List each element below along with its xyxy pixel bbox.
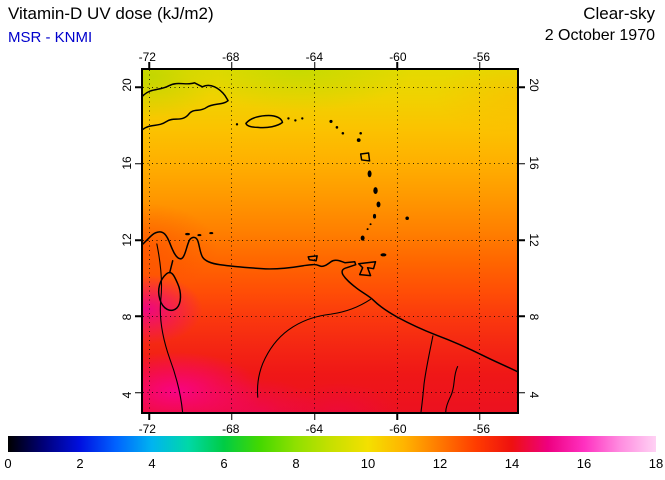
x-tick-label: -64 (305, 50, 323, 64)
colorbar-tick-label: 0 (4, 456, 12, 471)
gridline-vertical (479, 70, 481, 412)
x-axis-labels-bottom: -72 -68 -64 -60 -56 (138, 422, 519, 436)
figure-title: Vitamin-D UV dose (kJ/m2) (8, 4, 214, 23)
x-tick-label: -68 (222, 50, 240, 64)
x-tick-label: -68 (222, 422, 240, 436)
tick-mark-right (519, 239, 525, 241)
y-tick-label: 12 (527, 233, 541, 247)
y-tick-label: 16 (527, 156, 541, 170)
x-tick-label: -72 (138, 422, 156, 436)
x-tick-label: -56 (472, 50, 491, 64)
tick-mark-top (396, 62, 398, 68)
gridline-horizontal (143, 163, 517, 165)
colorbar-tick-label: 14 (504, 456, 520, 471)
tick-mark-right (519, 315, 525, 318)
tick-mark-bottom (479, 414, 481, 420)
date-label: 2 October 1970 (544, 27, 655, 44)
tick-mark-bottom (148, 414, 150, 420)
coastline-puerto-rico (245, 114, 284, 129)
y-tick-label: 12 (120, 233, 134, 247)
colorbar-tick-label: 8 (292, 456, 300, 471)
tick-mark-left (135, 162, 141, 165)
coastline-guadeloupe (359, 152, 371, 162)
gridline-horizontal (143, 315, 517, 317)
tick-mark-top (231, 62, 233, 68)
colorbar-tick-label: 6 (220, 456, 228, 471)
colorbar-tick-label: 12 (432, 456, 448, 471)
colorbar-tick-label: 2 (76, 456, 84, 471)
colombia-venezuela-border (156, 243, 184, 412)
guyana-river (445, 365, 459, 412)
colorbar-tick-label: 18 (648, 456, 664, 471)
tick-mark-right (519, 86, 525, 88)
maracaibo-channel (168, 260, 174, 274)
tick-mark-bottom (396, 414, 398, 420)
uv-dose-heatmap (143, 70, 517, 412)
tick-mark-left (135, 239, 141, 241)
gridline-vertical (396, 70, 398, 412)
tick-mark-left (135, 315, 141, 318)
x-tick-label: -56 (472, 422, 491, 436)
colorbar-tick-label: 4 (148, 456, 156, 471)
grid-layer (135, 62, 525, 420)
tick-mark-left (135, 392, 141, 394)
tick-mark-right (519, 162, 525, 165)
gridline-horizontal (143, 392, 517, 394)
source-label: MSR - KNMI (8, 29, 93, 46)
y-tick-label: 4 (527, 391, 541, 398)
colorbar-gradient (8, 436, 656, 452)
x-tick-label: -60 (389, 422, 407, 436)
tick-mark-bottom (313, 414, 316, 420)
coastline-hispaniola (143, 82, 229, 131)
y-tick-label: 20 (527, 78, 541, 93)
y-axis-labels-right: 20 16 12 8 4 (527, 68, 541, 414)
y-tick-label: 20 (120, 78, 134, 93)
small-islands (185, 117, 409, 257)
map-plot (135, 62, 525, 420)
orinoco-river (256, 298, 372, 398)
tick-mark-bottom (231, 414, 233, 420)
tick-mark-top (479, 62, 481, 68)
colorbar: 0 2 4 6 8 10 12 14 16 18 (4, 436, 663, 476)
x-tick-label: -72 (138, 50, 156, 64)
gridline-vertical (314, 70, 315, 412)
y-tick-label: 16 (120, 156, 134, 170)
tick-mark-right (519, 392, 525, 394)
gridline-horizontal (143, 239, 517, 241)
y-tick-label: 8 (120, 314, 134, 321)
tick-mark-top (313, 62, 316, 68)
condition-label: Clear-sky (583, 4, 655, 23)
x-axis-labels-top: -72 -68 -64 -60 -56 (138, 50, 519, 64)
gridline-vertical (231, 70, 233, 412)
x-tick-label: -64 (305, 422, 323, 436)
gridline-vertical (148, 70, 150, 412)
x-tick-label: -60 (389, 50, 407, 64)
y-axis-labels-left: 20 16 12 8 4 (120, 68, 134, 414)
lake-maracaibo (157, 271, 182, 312)
y-tick-label: 4 (120, 391, 134, 398)
y-tick-label: 8 (527, 314, 541, 321)
gridline-horizontal (143, 86, 517, 88)
colorbar-labels: 0 2 4 6 8 10 12 14 16 18 (4, 456, 663, 472)
colorbar-tick-label: 10 (360, 456, 376, 471)
colorbar-tick-label: 16 (576, 456, 592, 471)
coastline-trinidad (357, 261, 377, 277)
tick-mark-top (148, 62, 150, 68)
tick-mark-left (135, 86, 141, 88)
essequibo-river (420, 335, 434, 412)
